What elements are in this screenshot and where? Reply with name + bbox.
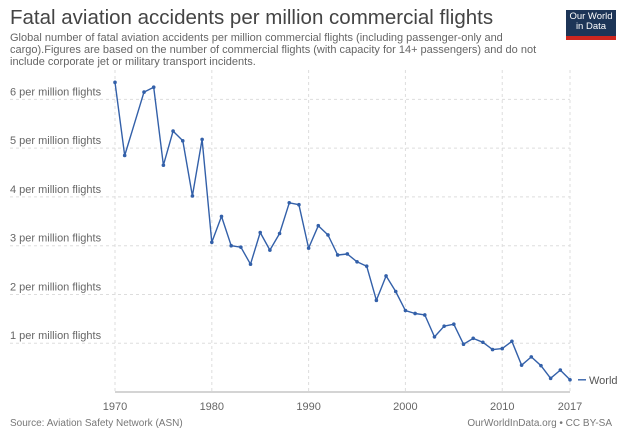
- data-point: [335, 253, 340, 257]
- data-point: [239, 245, 243, 249]
- logo-line-1: Our World: [569, 11, 613, 22]
- y-tick-label: 3 per million flights: [10, 233, 102, 245]
- data-point: [180, 139, 185, 143]
- x-tick-label: 2000: [393, 401, 417, 413]
- x-tick-label: 2017: [558, 401, 582, 413]
- data-point: [171, 129, 175, 133]
- data-point: [306, 246, 311, 250]
- data-point: [113, 80, 117, 85]
- data-point: [393, 289, 398, 294]
- data-point: [548, 376, 553, 381]
- data-point: [519, 363, 524, 367]
- data-point: [384, 274, 388, 278]
- data-point: [355, 259, 359, 264]
- data-point: [539, 363, 543, 368]
- data-point: [374, 298, 379, 303]
- data-point: [481, 340, 485, 345]
- data-point: [558, 368, 563, 372]
- data-point: [510, 339, 514, 344]
- owid-logo[interactable]: Our World in Data: [566, 10, 616, 40]
- source-note[interactable]: Source: Aviation Safety Network (ASN): [10, 418, 183, 429]
- data-point: [248, 262, 253, 267]
- data-point: [200, 137, 204, 142]
- chart-title: Fatal aviation accidents per million com…: [10, 6, 494, 29]
- data-point: [316, 223, 321, 228]
- data-point: [422, 313, 427, 317]
- x-tick-label: 1980: [200, 401, 224, 413]
- data-point: [452, 322, 456, 327]
- data-point: [151, 85, 156, 89]
- data-point: [277, 231, 282, 236]
- y-tick-label: 5 per million flights: [10, 135, 102, 147]
- data-point: [403, 308, 408, 313]
- data-point: [471, 336, 475, 341]
- data-point: [432, 335, 437, 339]
- credit-note[interactable]: OurWorldInData.org • CC BY-SA: [467, 418, 612, 429]
- data-point: [258, 230, 263, 235]
- y-tick-label: 6 per million flights: [10, 86, 102, 98]
- data-point: [122, 153, 127, 158]
- data-point: [161, 163, 166, 168]
- data-point: [490, 347, 495, 352]
- data-point: [568, 378, 572, 382]
- data-point: [219, 214, 224, 219]
- data-point: [442, 324, 446, 328]
- data-point: [326, 233, 330, 237]
- x-tick-label: 1970: [103, 401, 127, 413]
- data-point: [210, 240, 214, 245]
- y-tick-label: 2 per million flights: [10, 281, 102, 293]
- data-point: [190, 194, 195, 198]
- y-tick-label: 4 per million flights: [10, 184, 102, 196]
- logo-line-2: in Data: [575, 21, 607, 32]
- data-point: [287, 200, 292, 205]
- y-tick-label: 1 per million flights: [10, 330, 102, 342]
- x-tick-label: 2010: [490, 401, 514, 413]
- legend-label: World: [589, 375, 618, 387]
- data-point: [461, 342, 466, 347]
- data-point: [500, 346, 505, 351]
- data-point: [229, 243, 233, 248]
- data-point: [142, 90, 146, 94]
- data-point: [345, 252, 350, 256]
- data-point: [297, 202, 301, 207]
- data-point: [529, 355, 534, 359]
- data-point: [364, 264, 369, 268]
- chart-subtitle: Global number of fatal aviation accident…: [10, 32, 537, 68]
- logo-accent-bar: [566, 36, 616, 40]
- x-tick-label: 1990: [296, 401, 320, 413]
- data-point: [413, 311, 417, 316]
- data-point: [268, 248, 272, 252]
- chart-header: Fatal aviation accidents per million com…: [10, 6, 555, 68]
